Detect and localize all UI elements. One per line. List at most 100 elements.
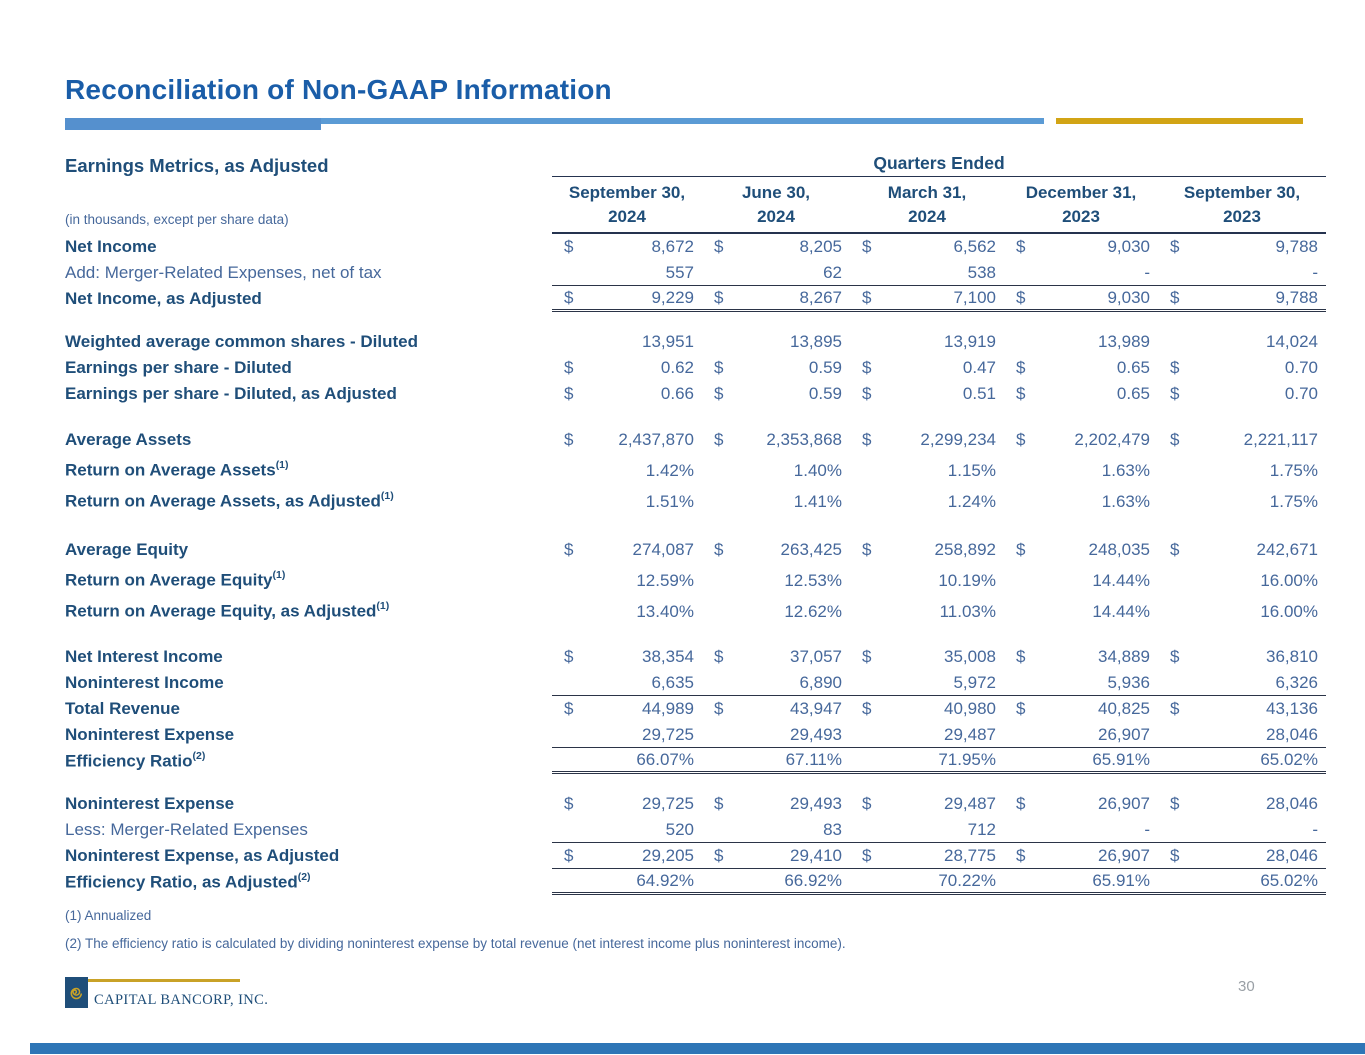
cell-value: 1.51%: [645, 491, 694, 511]
column-header: September 30, 2024: [568, 183, 686, 226]
value-cell: -: [1158, 260, 1326, 286]
table-row: Total Revenue $44,989 $43,947 $40,980 $40,82…: [65, 696, 1326, 722]
table-row: Return on Average Assets(1) 1.42% 1.40% 1.1…: [65, 455, 1326, 486]
value-cell: $0.47: [850, 355, 1004, 381]
cell-value: 1.40%: [793, 460, 842, 480]
row-label: Earnings per share - Diluted, as Adjuste…: [65, 384, 397, 403]
dollar-sign: $: [1016, 845, 1026, 865]
cell-value: 1.63%: [1101, 460, 1150, 480]
cell-value: 8,205: [799, 237, 842, 256]
value-cell: 65.02%: [1158, 869, 1326, 895]
cell-value: 28,775: [944, 845, 996, 865]
value-cell: 65.91%: [1004, 869, 1158, 895]
table-row: Noninterest Expense 29,725 29,493 29,487 26,…: [65, 722, 1326, 748]
cell-value: 65.02%: [1260, 749, 1318, 769]
value-cell: 13,895: [702, 329, 850, 355]
dollar-sign: $: [862, 384, 872, 403]
dollar-sign: $: [564, 647, 574, 666]
table-row: Earnings per share - Diluted, as Adjuste…: [65, 381, 1326, 407]
cell-value: 26,907: [1098, 794, 1150, 813]
dollar-sign: $: [714, 358, 724, 377]
dollar-sign: $: [1016, 539, 1026, 559]
value-cell: $29,725: [552, 791, 702, 817]
table-row: Return on Average Assets, as Adjusted(1)…: [65, 486, 1326, 517]
cell-value: -: [1312, 819, 1318, 839]
row-label: Less: Merger-Related Expenses: [65, 820, 308, 839]
value-cell: 11.03%: [850, 596, 1004, 627]
value-cell: 712: [850, 817, 1004, 843]
cell-value: 0.59: [808, 358, 842, 377]
cell-value: 248,035: [1088, 539, 1150, 559]
cell-value: 557: [665, 262, 694, 282]
value-cell: 83: [702, 817, 850, 843]
cell-value: 6,890: [799, 672, 842, 692]
value-cell: $9,030: [1004, 286, 1158, 312]
dollar-sign: $: [564, 699, 574, 718]
row-label: Average Assets: [65, 429, 192, 449]
value-cell: $8,205: [702, 234, 850, 260]
table-row: Noninterest Expense $29,725 $29,493 $29,487…: [65, 791, 1326, 817]
dollar-sign: $: [714, 647, 724, 666]
value-cell: 1.63%: [1004, 486, 1158, 517]
cell-value: 11.03%: [939, 601, 996, 621]
title-underline-thin-blue-bar: [321, 118, 1044, 124]
dollar-sign: $: [862, 647, 872, 666]
column-header: September 30, 2023: [1183, 183, 1301, 226]
value-cell: $36,810: [1158, 644, 1326, 670]
footnote-1: (1) Annualized: [65, 908, 152, 923]
value-cell: $28,046: [1158, 843, 1326, 869]
cell-value: 0.66: [660, 384, 694, 403]
cell-value: 29,205: [642, 845, 694, 865]
cell-value: 9,229: [651, 287, 694, 307]
value-cell: 5,972: [850, 670, 1004, 696]
value-cell: $37,057: [702, 644, 850, 670]
value-cell: 62: [702, 260, 850, 286]
cell-value: 12.53%: [784, 570, 842, 590]
cell-value: 2,202,479: [1074, 429, 1150, 449]
cell-value: 1.75%: [1269, 460, 1318, 480]
value-cell: 1.15%: [850, 455, 1004, 486]
cell-value: 2,299,234: [920, 429, 996, 449]
cell-value: 37,057: [790, 647, 842, 666]
value-cell: $0.51: [850, 381, 1004, 407]
value-cell: $43,136: [1158, 696, 1326, 722]
value-cell: 6,326: [1158, 670, 1326, 696]
table-row: Net Income, as Adjusted $9,229 $8,267 $7,10…: [65, 286, 1326, 312]
cell-value: 1.41%: [793, 491, 842, 511]
cell-value: 28,046: [1266, 845, 1318, 865]
value-cell: $0.59: [702, 355, 850, 381]
cell-value: 9,030: [1107, 287, 1150, 307]
value-cell: 1.75%: [1158, 486, 1326, 517]
cell-value: 0.59: [808, 384, 842, 403]
cell-value: 62: [823, 262, 842, 282]
quarters-ended-header: Quarters Ended: [552, 150, 1326, 177]
table-row: Add: Merger-Related Expenses, net of tax…: [65, 260, 1326, 286]
dollar-sign: $: [862, 699, 872, 718]
dollar-sign: $: [862, 539, 872, 559]
dollar-sign: $: [714, 794, 724, 813]
dollar-sign: $: [1170, 699, 1180, 718]
cell-value: 28,046: [1266, 724, 1318, 744]
row-label: Noninterest Expense, as Adjusted: [65, 846, 340, 865]
value-cell: $248,035: [1004, 534, 1158, 565]
value-cell: $29,487: [850, 791, 1004, 817]
cell-value: 0.70: [1284, 358, 1318, 377]
cell-value: 66.92%: [784, 870, 842, 890]
value-cell: 12.53%: [702, 565, 850, 596]
cell-value: 9,788: [1275, 287, 1318, 307]
value-cell: 6,635: [552, 670, 702, 696]
row-label: Return on Average Equity(1): [65, 569, 286, 590]
company-logo: CAPITAL BANCORP, INC.: [65, 977, 268, 1013]
cell-value: 13,895: [790, 332, 842, 351]
cell-value: 28,046: [1266, 794, 1318, 813]
footnote-marker: (1): [380, 490, 394, 503]
value-cell: $28,775: [850, 843, 1004, 869]
cell-value: 6,326: [1275, 672, 1318, 692]
value-cell: 13,919: [850, 329, 1004, 355]
cell-value: 29,725: [642, 794, 694, 813]
table-rows: Net Income $8,672 $8,205 $6,562 $9,030 $9,788…: [65, 234, 1326, 895]
cell-value: 67.11%: [785, 749, 842, 769]
row-label: Total Revenue: [65, 699, 180, 718]
title-underline-thick-blue-bar: [65, 118, 321, 130]
cell-value: 520: [665, 819, 694, 839]
